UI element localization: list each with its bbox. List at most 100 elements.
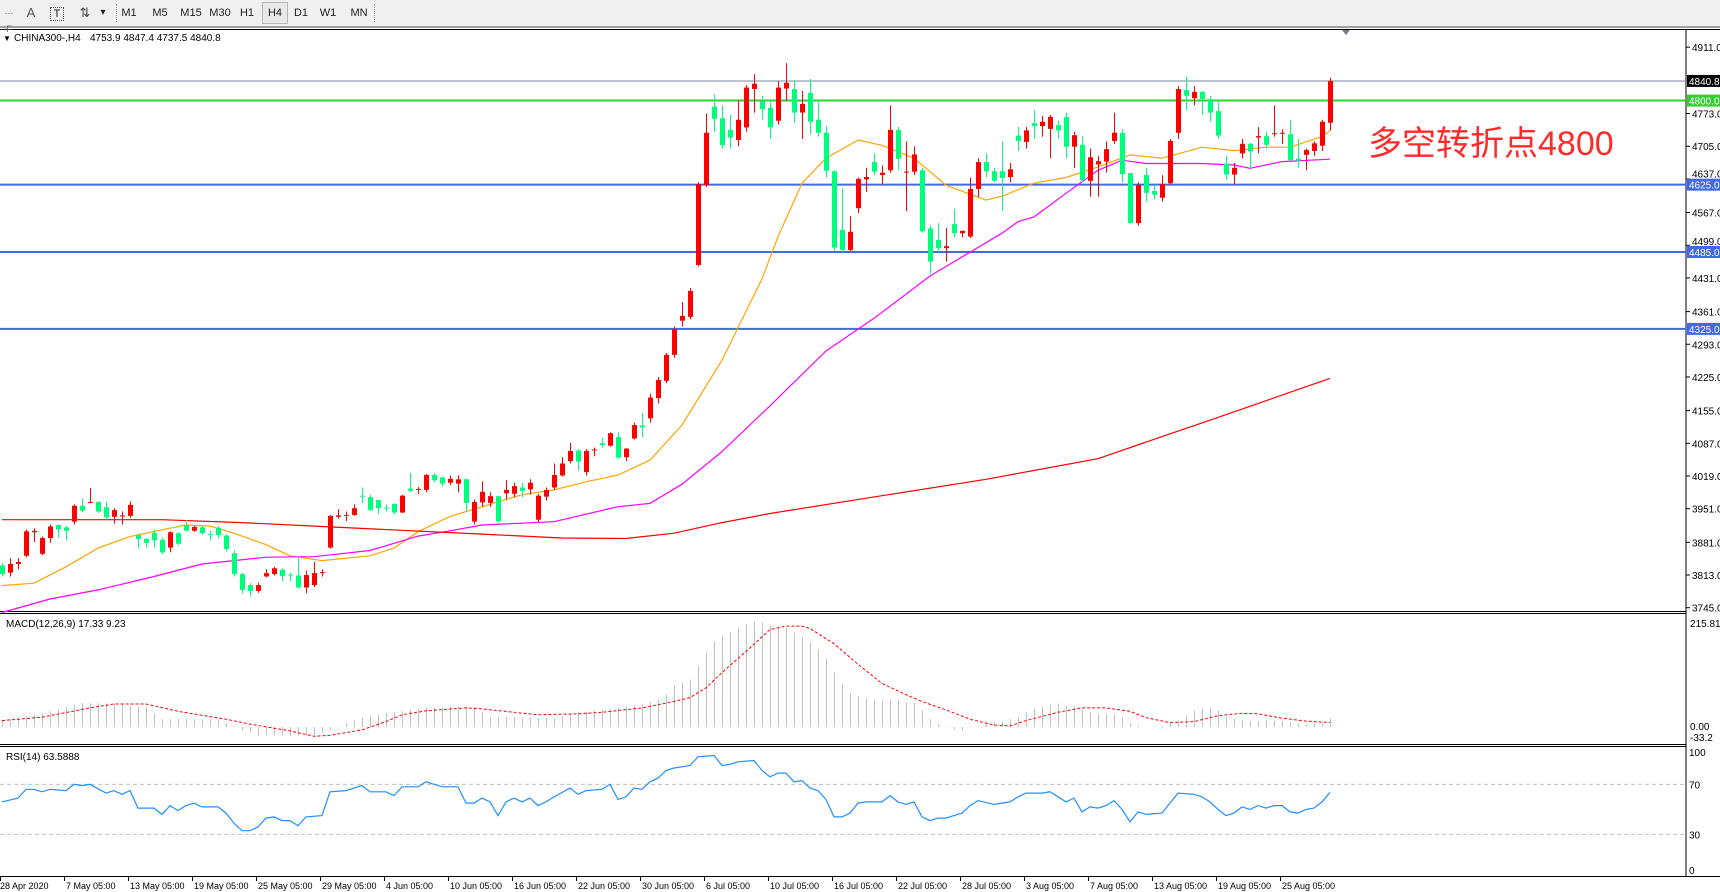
candle [344,511,349,522]
candle [64,525,69,541]
candle-body [184,525,189,531]
fibo-tool-icon[interactable]: ⋯F [4,8,14,34]
candle-body [712,106,717,119]
candle-body [1328,80,1333,123]
toolbar-separator [374,4,376,22]
candle [608,432,613,447]
candle-body [136,535,141,539]
candle [160,537,165,555]
candle-body [1072,135,1077,147]
candle [216,525,221,538]
candle-body [816,119,821,133]
candle [992,167,997,183]
timeframe-m15[interactable]: M15 [180,7,202,19]
timeframe-h4[interactable]: H4 [262,2,288,24]
candle-body [480,491,485,503]
text-tool-icon[interactable]: A [26,5,36,20]
candle [848,215,853,252]
candle [536,493,541,523]
candle [1040,115,1045,137]
candle [440,476,445,487]
level-label: 4485.0 [1689,248,1720,259]
candle-body [920,170,925,232]
candle [952,208,957,238]
candle-body [208,534,213,536]
candle-body [16,562,21,564]
candle [96,501,101,513]
candle [288,572,293,582]
macd-label: MACD(12,26,9) 17.33 9.23 [6,619,126,630]
candle [1296,139,1301,168]
candle-body [840,229,845,251]
candle [512,482,517,498]
candle-body [944,246,949,249]
candle-body [1000,171,1005,178]
candle [552,463,557,490]
time-tick-label: 25 Aug 05:00 [1282,881,1335,891]
level-label: 4325.0 [1689,325,1720,336]
candle [616,432,621,459]
candle [304,570,309,594]
candle-body [384,507,389,509]
candle [680,301,685,327]
time-tick-label: 10 Jul 05:00 [770,881,819,891]
chart-shift-marker-icon[interactable] [1342,30,1350,35]
timeframe-m1[interactable]: M1 [121,7,137,19]
candle-body [1304,150,1309,155]
candle [1200,90,1205,115]
toolbar-separator [116,4,118,22]
dropdown-icon[interactable]: ▾ [100,7,106,18]
price-tick-label: 3881.0 [1692,538,1720,549]
candle [664,352,669,384]
candle-body [280,569,285,576]
timeframe-d1[interactable]: D1 [293,7,309,19]
candle-body [1184,89,1189,96]
level-label-bg [1687,74,1720,87]
candle-body [976,162,981,190]
candle [704,113,709,188]
timeframe-mn[interactable]: MN [350,7,368,19]
candle [760,95,765,120]
candle-body [568,450,573,462]
timeframe-w1[interactable]: W1 [319,7,337,19]
candle [752,74,757,113]
candle [984,153,989,178]
timeframe-h1[interactable]: H1 [239,7,255,19]
candle [920,167,925,233]
candle [1232,163,1237,185]
level-label: 4800.0 [1689,97,1720,108]
candle [744,85,749,132]
candle-body [1240,143,1245,154]
candle-body [608,433,613,446]
candle-body [288,574,293,576]
text-label-tool-icon[interactable]: T [50,7,64,21]
candle [32,528,37,542]
candle [840,188,845,252]
candle-body [8,563,13,573]
candle-body [1232,167,1237,175]
collapse-triangle-icon[interactable]: ▼ [3,34,11,43]
time-tick-label: 3 Aug 05:00 [1026,881,1074,891]
candle-body [776,87,781,121]
candle-body [768,107,773,128]
time-tick-label: 6 Jul 05:00 [706,881,750,891]
candle [584,449,589,476]
time-tick-label: 16 Jun 05:00 [514,881,566,891]
candle-body [440,477,445,484]
candle-body [272,568,277,575]
time-tick-label: 10 Jun 05:00 [450,881,502,891]
candle-body [248,585,253,591]
candle [1288,119,1293,161]
candle [688,288,693,320]
candle [8,558,13,577]
timeframe-m30[interactable]: M30 [209,7,231,19]
candle-body [352,508,357,515]
candle [880,165,885,185]
candle [208,530,213,541]
candle [976,158,981,197]
arrows-tool-icon[interactable]: ⇅ [79,5,91,20]
candle-body [360,495,365,497]
timeframe-m5[interactable]: M5 [152,7,168,19]
annotation-text[interactable]: 多空转折点4800 [1368,125,1614,163]
